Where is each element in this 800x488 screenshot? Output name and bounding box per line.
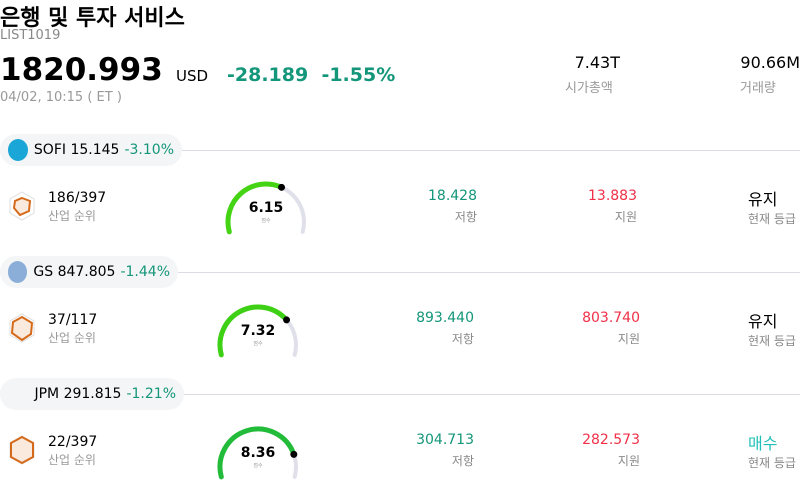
radar-icon: [9, 313, 35, 343]
timestamp: 04/02, 10:15 ( ET ): [0, 90, 122, 105]
divider: [182, 150, 800, 151]
gauge-fill: [217, 304, 290, 358]
stock-change: -1.44%: [120, 264, 170, 280]
score-value: 8.36: [240, 445, 276, 461]
stock-price: 15.145: [70, 142, 120, 158]
radar-icon: [9, 191, 35, 221]
divider: [178, 272, 800, 273]
volume-value: 90.66M: [740, 53, 800, 72]
rating-value: 유지: [748, 312, 778, 331]
stock-price: 291.815: [63, 386, 122, 402]
score-label: 점수: [261, 218, 271, 224]
support-label: 지원: [617, 454, 640, 468]
industry-rank-label: 산업 순위: [48, 453, 96, 467]
resistance-label: 저항: [454, 210, 477, 224]
gauge-marker: [278, 183, 286, 191]
score-gauge: [217, 426, 298, 480]
resistance-value: 18.428: [428, 188, 477, 204]
rating-label: 현재 등급: [748, 334, 796, 348]
score-value: 7.32: [240, 323, 276, 339]
index-price: 1820.993: [0, 52, 163, 88]
volume-label: 거래량: [740, 81, 776, 96]
stock-change: -3.10%: [124, 142, 174, 158]
company-logo: [8, 383, 29, 405]
stock-symbol: GS: [33, 264, 54, 280]
stock-chip-sofi[interactable]: SOFI 15.145 -3.10%: [0, 134, 182, 166]
stock-chip-gs[interactable]: GS 847.805 -1.44%: [0, 256, 178, 288]
gauge-fill: [225, 181, 285, 235]
page-title: 은행 및 투자 서비스: [0, 6, 185, 31]
divider: [184, 394, 800, 395]
score-gauge: [217, 304, 298, 358]
change-percent: -1.55%: [321, 64, 396, 86]
company-logo: [8, 261, 28, 283]
industry-rank: 22/397: [48, 434, 98, 450]
stock-chip-jpm[interactable]: JPM 291.815 -1.21%: [0, 378, 184, 410]
stock-change: -1.21%: [126, 386, 176, 402]
score-value: 6.15: [248, 200, 284, 216]
change-value: -28.189: [227, 64, 309, 86]
resistance-label: 저항: [451, 454, 474, 468]
radar-icon: [9, 435, 35, 465]
industry-rank-label: 산업 순위: [48, 331, 96, 345]
support-value: 803.740: [582, 310, 640, 326]
ticker-code: LIST1019: [0, 28, 61, 43]
rating-value: 매수: [748, 434, 778, 453]
gauge-marker: [283, 316, 291, 324]
stock-symbol: JPM: [34, 386, 60, 402]
stock-symbol: SOFI: [33, 142, 67, 158]
resistance-value: 304.713: [416, 432, 474, 448]
company-logo: [8, 139, 28, 161]
price-change: -28.189 -1.55%: [227, 64, 395, 86]
support-value: 282.573: [582, 432, 640, 448]
market-cap-label: 시가총액: [565, 81, 613, 96]
industry-rank: 37/117: [48, 312, 98, 328]
industry-rank-label: 산업 순위: [48, 209, 96, 223]
industry-rank: 186/397: [48, 190, 107, 206]
score-label: 점수: [253, 463, 263, 469]
stock-price: 847.805: [57, 264, 116, 280]
support-label: 지원: [614, 210, 637, 224]
gauge-fill: [217, 426, 297, 480]
rating-label: 현재 등급: [748, 212, 796, 226]
rating-value: 유지: [748, 190, 778, 209]
support-label: 지원: [617, 332, 640, 346]
score-label: 점수: [253, 341, 263, 347]
currency: USD: [176, 67, 209, 85]
score-gauge: [225, 181, 306, 235]
rating-label: 현재 등급: [748, 456, 796, 470]
gauge-marker: [290, 450, 298, 458]
market-cap-value: 7.43T: [574, 53, 620, 72]
resistance-value: 893.440: [416, 310, 474, 326]
support-value: 13.883: [588, 188, 637, 204]
resistance-label: 저항: [451, 332, 474, 346]
